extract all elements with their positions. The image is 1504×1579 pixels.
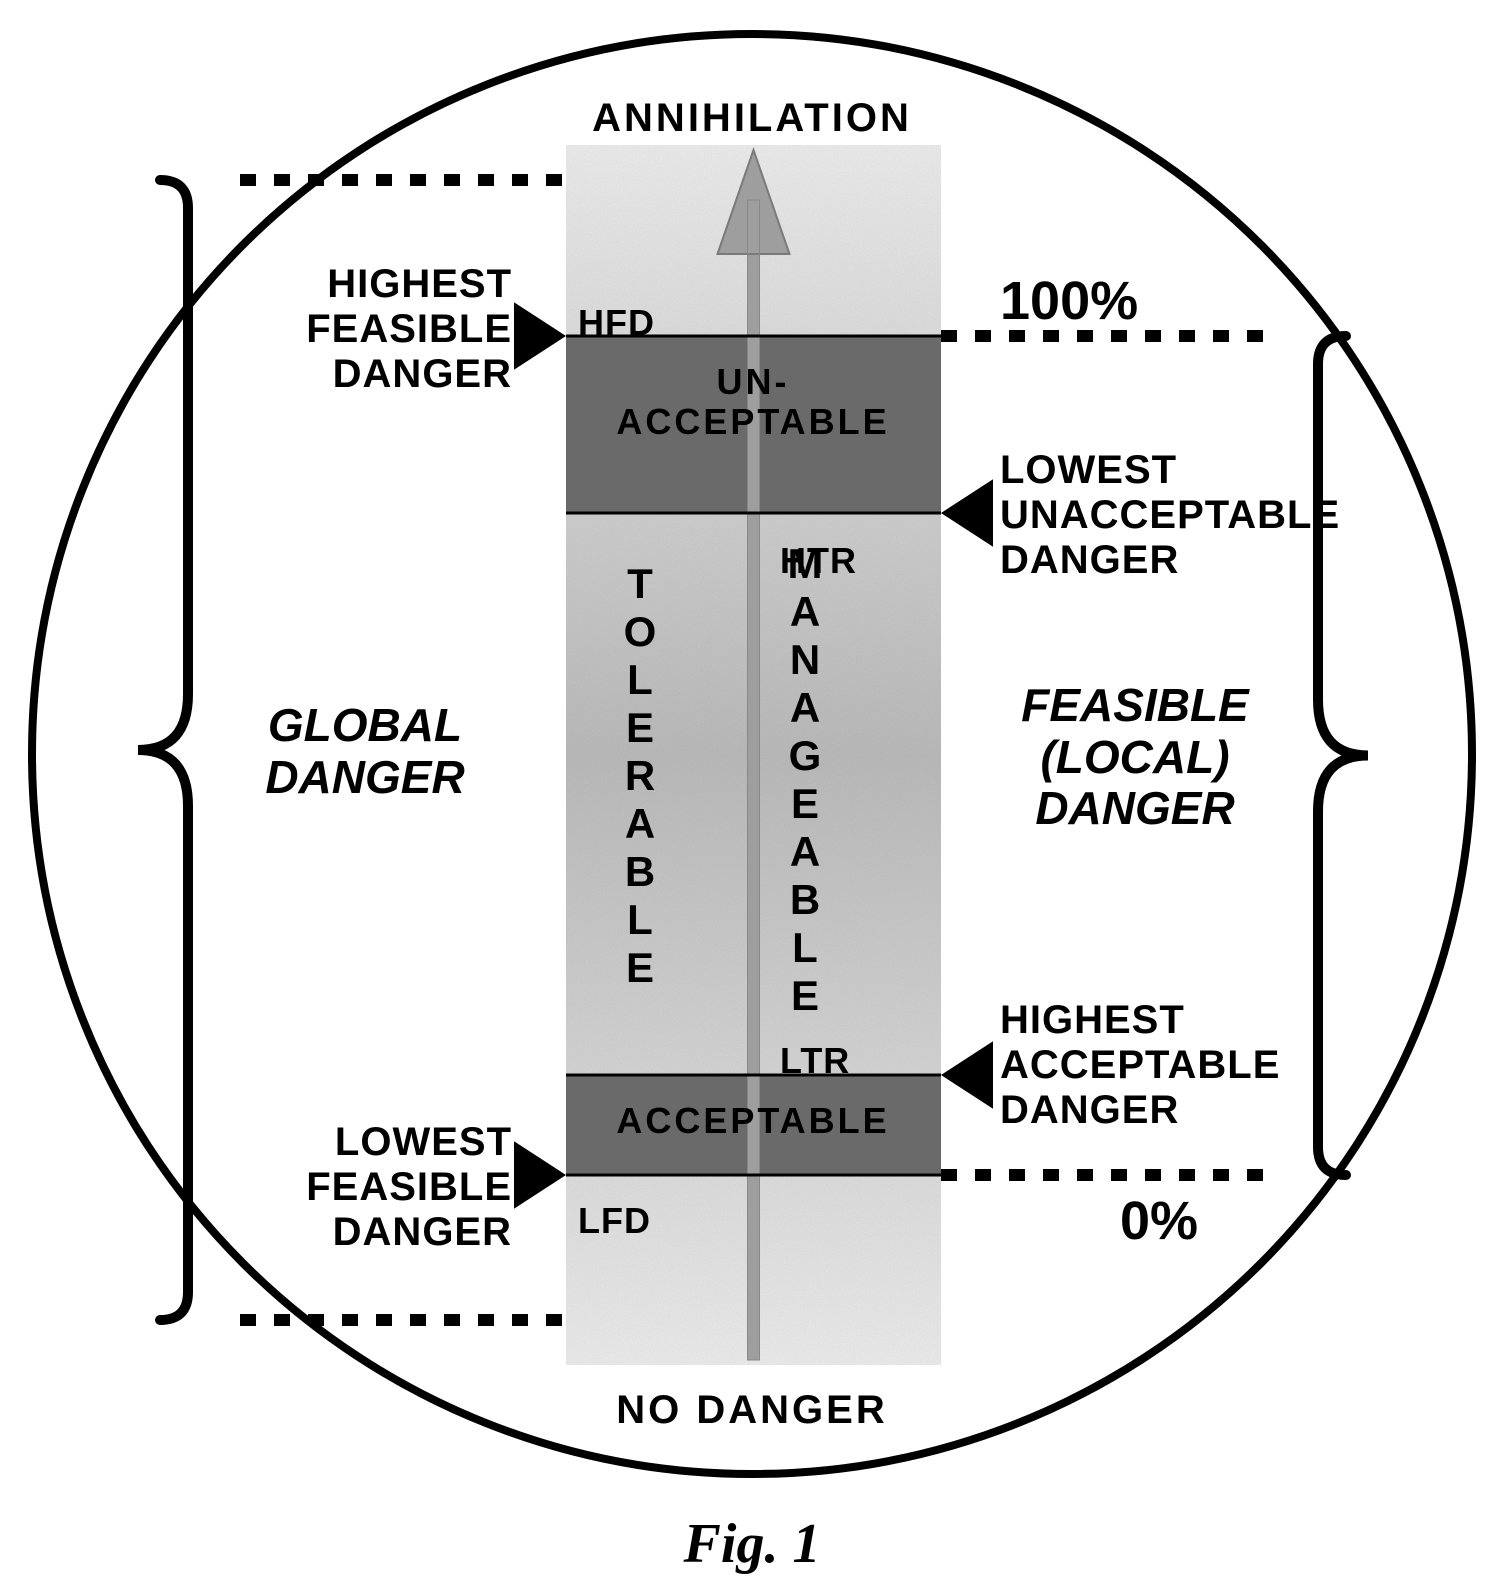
band-text-unacceptable: UN-ACCEPTABLE — [566, 362, 941, 443]
figure-caption: Fig. 1 — [0, 1512, 1504, 1576]
vtext-tolerable: TOLERABLE — [610, 560, 670, 992]
pointer-had — [941, 1041, 993, 1109]
label-annihilation: ANNIHILATION — [452, 96, 1052, 141]
label-0pct: 0% — [1120, 1190, 1504, 1252]
label-lfd: LOWESTFEASIBLEDANGER — [12, 1120, 512, 1254]
band-text-acceptable: ACCEPTABLE — [566, 1100, 941, 1142]
label-had: HIGHESTACCEPTABLEDANGER — [1000, 998, 1500, 1132]
label-hfd: HIGHESTFEASIBLEDANGER — [12, 262, 512, 396]
pointer-lfd — [514, 1141, 566, 1209]
code-ltr: LTR — [780, 1040, 850, 1082]
label-global-danger: GLOBALDANGER — [165, 700, 565, 803]
label-100pct: 100% — [1000, 270, 1500, 332]
label-lud: LOWESTUNACCEPTABLEDANGER — [1000, 448, 1500, 582]
label-feasible-danger: FEASIBLE(LOCAL)DANGER — [935, 680, 1335, 835]
code-lfd: LFD — [578, 1200, 651, 1242]
label-no-danger: NO DANGER — [452, 1388, 1052, 1433]
vtext-manageable: MANAGEABLE — [775, 540, 835, 1020]
code-hfd: HFD — [578, 302, 655, 344]
pointer-lud — [941, 479, 993, 547]
pointer-hfd — [514, 302, 566, 370]
